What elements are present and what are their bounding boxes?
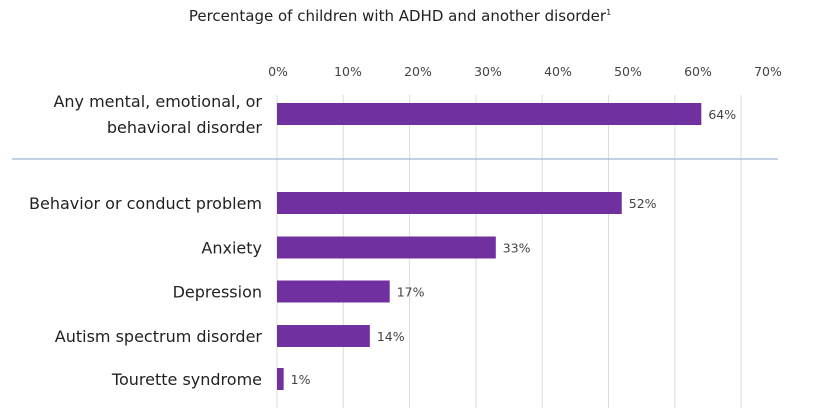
category-label: Tourette syndrome [111, 370, 262, 389]
data-label: 1% [291, 372, 311, 387]
bar [277, 236, 496, 259]
category-label: Autism spectrum disorder [55, 327, 263, 346]
chart-title-text: Percentage of children with ADHD and ano… [188, 7, 607, 25]
category-label: Behavior or conduct problem [29, 194, 262, 213]
bar [277, 103, 702, 125]
x-tick-label: 70% [754, 64, 782, 79]
data-label: 64% [708, 107, 736, 122]
category-label: Any mental, emotional, or [53, 92, 262, 111]
data-label: 33% [503, 241, 531, 256]
x-tick-label: 20% [404, 64, 432, 79]
bar [277, 280, 390, 303]
category-label: Depression [173, 283, 262, 302]
category-label: behavioral disorder [107, 118, 263, 137]
bar [277, 368, 284, 390]
chart-title: Percentage of children with ADHD and ano… [0, 7, 800, 25]
title-footnote: 1 [606, 8, 612, 17]
x-tick-label: 0% [268, 64, 288, 79]
x-tick-label: 10% [334, 64, 362, 79]
category-label: Anxiety [201, 239, 262, 258]
x-tick-label: 60% [684, 64, 712, 79]
x-tick-label: 40% [544, 64, 572, 79]
bar [277, 325, 370, 347]
data-label: 52% [629, 196, 657, 211]
bar [277, 192, 622, 214]
data-label: 14% [377, 329, 405, 344]
data-label: 17% [397, 285, 425, 300]
x-tick-label: 50% [614, 64, 642, 79]
x-tick-label: 30% [474, 64, 502, 79]
